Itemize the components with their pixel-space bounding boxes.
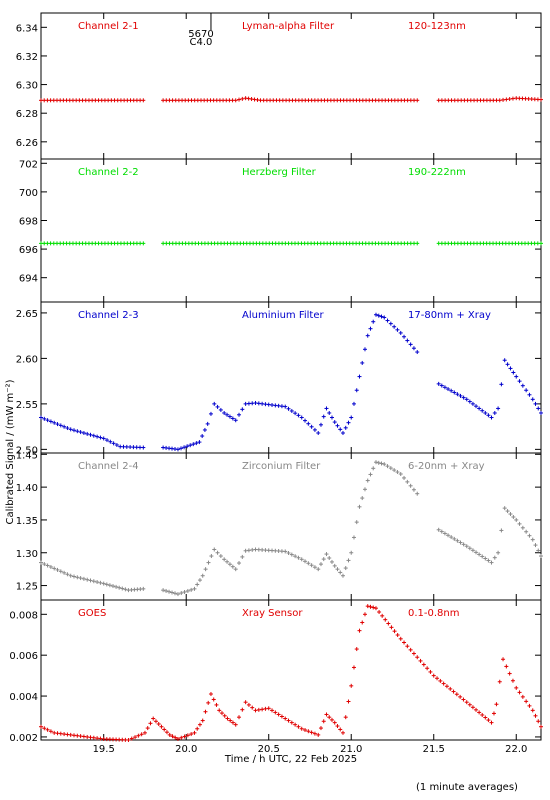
y-tick-label: 6.34 — [16, 23, 38, 34]
y-tick-label: 1.40 — [16, 483, 38, 494]
series-markers — [39, 460, 543, 597]
series-markers — [39, 96, 543, 103]
y-tick-label: 6.30 — [16, 81, 38, 92]
x-axis-title: Time / h UTC, 22 Feb 2025 — [224, 754, 357, 765]
y-tick-label: 0.004 — [9, 692, 38, 703]
panel-1: 6.26 6.28 6.30 6.32 6.34 Channel 2-1 Lyman-alp… — [16, 12, 543, 160]
x-tick-label: 19.5 — [93, 744, 115, 755]
y-tick-label: 698 — [19, 216, 38, 227]
flare-annotation: 5670 C4.0 — [188, 13, 214, 48]
series-markers — [39, 604, 543, 742]
y-tick-label: 696 — [19, 245, 38, 256]
panel-band-label: 6-20nm + Xray — [408, 461, 485, 472]
panel-frame — [40, 452, 542, 601]
x-tick-label: 21.5 — [423, 744, 445, 755]
x-tick-label: 20.0 — [175, 744, 197, 755]
panel-3: 2.50 2.55 2.60 2.65 Channel 2-3 Aluminium Fil… — [16, 301, 543, 456]
y-tick-label: 2.60 — [16, 354, 38, 365]
panel-band-label: 17-80nm + Xray — [408, 310, 491, 321]
y-tick-label: 0.002 — [9, 733, 38, 744]
y-tick-label: 2.50 — [16, 445, 38, 456]
y-tick-label: 6.32 — [16, 52, 38, 63]
panel-frame — [40, 599, 542, 741]
y-tick-label: 1.45 — [16, 450, 38, 461]
x-tick-label: 21.0 — [340, 744, 362, 755]
panel-filter-label: Zirconium Filter — [242, 461, 321, 472]
y-tick-label: 1.25 — [16, 582, 38, 593]
panel-filter-label: Lyman-alpha Filter — [242, 21, 335, 32]
panel-filter-label: Herzberg Filter — [242, 167, 317, 178]
y-tick-label: 702 — [19, 159, 38, 170]
y-tick-label: 6.26 — [16, 138, 38, 149]
panel-frame — [40, 301, 542, 454]
series-markers — [39, 312, 543, 452]
y-tick-label: 0.008 — [9, 610, 38, 621]
y-tick-label: 0.006 — [9, 651, 38, 662]
panel-frame — [40, 12, 542, 160]
y-tick-label: 694 — [19, 274, 38, 285]
y-axis-title: Calibrated Signal / (mW m⁻²) — [5, 379, 16, 524]
y-tick-label: 2.65 — [16, 309, 38, 320]
y-tick-label: 2.55 — [16, 400, 38, 411]
panel-channel-label: GOES — [78, 608, 106, 619]
panel-filter-label: Xray Sensor — [242, 608, 303, 619]
y-tick-label: 700 — [19, 188, 38, 199]
panel-band-label: 190-222nm — [408, 167, 466, 178]
panel-channel-label: Channel 2-3 — [78, 310, 139, 321]
panel-channel-label: Channel 2-2 — [78, 167, 139, 178]
panel-band-label: 120-123nm — [408, 21, 466, 32]
y-tick-label: 1.30 — [16, 549, 38, 560]
panel-band-label: 0.1-0.8nm — [408, 608, 460, 619]
panel-5: 0.002 0.004 0.006 0.008 GOES Xray Sensor 0.1-0… — [9, 599, 543, 744]
panel-channel-label: Channel 2-1 — [78, 21, 139, 32]
annotation-text-flare-class: C4.0 — [190, 37, 213, 48]
y-tick-label: 1.35 — [16, 516, 38, 527]
x-tick-label: 22.0 — [505, 744, 527, 755]
averaging-footnote: (1 minute averages) — [416, 782, 518, 793]
panel-channel-label: Channel 2-4 — [78, 461, 139, 472]
panel-2: 694 696 698 700 702 Channel 2-2 Herzberg Filte… — [19, 158, 543, 303]
x-tick-label: 20.5 — [258, 744, 280, 755]
chart-panels: 6.26 6.28 6.30 6.32 6.34 Channel 2-1 Lyman-alp… — [9, 12, 543, 755]
annotation-text-flare-id: 5670 — [188, 29, 213, 40]
panel-filter-label: Aluminium Filter — [242, 310, 325, 321]
panel-4: 1.25 1.30 1.35 1.40 1.45 Channel 2-4 Zirconium… — [16, 450, 543, 601]
panel-frame — [40, 158, 542, 303]
series-markers — [39, 241, 543, 246]
y-tick-label: 6.28 — [16, 109, 38, 120]
